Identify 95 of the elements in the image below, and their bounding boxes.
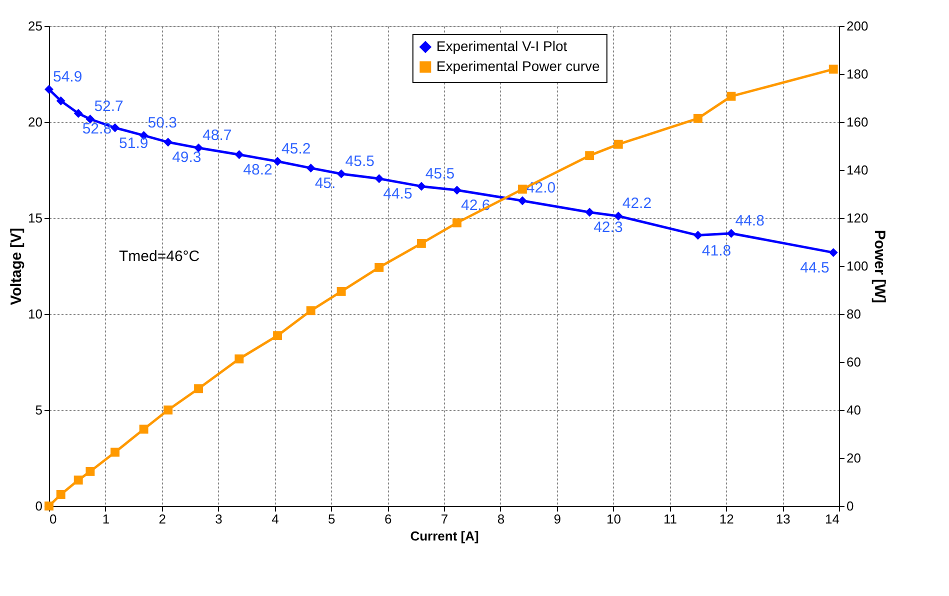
x-tick-label: 2 <box>158 512 166 526</box>
y2-tick-label: 60 <box>846 354 861 370</box>
point <box>110 448 120 457</box>
point <box>194 143 204 152</box>
point <box>74 108 83 118</box>
point <box>74 476 83 485</box>
point <box>585 151 594 160</box>
x-tick-label: 3 <box>215 512 222 526</box>
point <box>693 114 702 123</box>
point <box>726 228 736 238</box>
point <box>614 140 623 149</box>
annotation: 48.7 <box>202 126 232 144</box>
point <box>306 164 316 173</box>
y2-tick-label: 200 <box>846 18 868 34</box>
legend-label: Experimental Power curve <box>436 58 600 74</box>
annotation: 45. <box>314 175 336 192</box>
annotation: 45.2 <box>282 140 311 158</box>
annotation: 48.2 <box>243 162 272 179</box>
y2-tick-label: 40 <box>846 402 861 418</box>
x-tick-label: 10 <box>606 512 622 526</box>
y-tick-label: 10 <box>28 306 42 322</box>
y2-tick-label: 160 <box>846 114 868 130</box>
annotation: 44.8 <box>735 212 764 230</box>
annotation: 44.5 <box>383 186 412 203</box>
annotation: 42.2 <box>622 195 652 212</box>
point <box>614 212 623 221</box>
point <box>374 174 384 184</box>
point <box>585 208 594 217</box>
point <box>194 384 204 394</box>
y2-tick-label: 180 <box>846 66 868 82</box>
point <box>164 406 173 414</box>
point <box>306 306 316 316</box>
x-tick-label: 7 <box>440 512 448 526</box>
point <box>828 248 838 258</box>
x-tick-label: 11 <box>663 512 677 526</box>
point <box>374 262 384 272</box>
point <box>234 150 244 160</box>
y-tick-label: 15 <box>28 210 42 226</box>
y-axis-title: Voltage [V] <box>8 228 26 306</box>
point <box>828 64 838 74</box>
y-tick-label: 25 <box>28 18 42 34</box>
point <box>726 92 736 101</box>
point <box>86 466 95 476</box>
y2-tick-label: 0 <box>846 498 854 514</box>
y2-tick-label: 20 <box>846 450 861 466</box>
annotation: 51.9 <box>119 134 148 152</box>
y2-tick-label: 100 <box>846 258 868 274</box>
x-tick-label: 0 <box>50 512 57 526</box>
point <box>336 169 346 178</box>
y-tick-label: 5 <box>35 402 42 418</box>
x-tick-label: 1 <box>102 512 110 526</box>
point <box>452 186 462 195</box>
annotation: 44.5 <box>800 260 830 277</box>
annotation: Tmed=46°C <box>119 248 200 265</box>
x-tick-label: 4 <box>272 512 279 526</box>
point <box>416 182 426 191</box>
point <box>452 218 462 228</box>
x-tick-label: 5 <box>328 512 336 526</box>
legend-label: Experimental V-I Plot <box>436 38 568 54</box>
point <box>56 96 66 106</box>
point <box>518 196 527 206</box>
annotation: 41.8 <box>702 242 732 260</box>
y2-axis-title: Power [W] <box>871 230 888 304</box>
point <box>336 286 346 296</box>
annotation: 49.3 <box>172 149 202 166</box>
annotation: 42.3 <box>594 219 623 236</box>
point <box>518 184 527 194</box>
point <box>273 156 282 166</box>
annotation: 54.9 <box>53 68 82 86</box>
point <box>56 490 66 499</box>
point <box>234 354 244 364</box>
point <box>44 84 54 94</box>
x-tick-label: 8 <box>497 512 505 526</box>
y2-tick-label: 120 <box>846 210 868 226</box>
y-tick-label: 0 <box>35 498 42 514</box>
y2-tick-label: 80 <box>846 306 861 322</box>
annotation: 52.7 <box>94 98 124 116</box>
point <box>416 238 426 248</box>
point <box>164 138 173 147</box>
annotation: 45.5 <box>345 152 375 170</box>
x-tick-label: 14 <box>825 512 840 526</box>
x-tick-label: 13 <box>776 512 790 526</box>
point <box>110 123 120 132</box>
annotation: 50.3 <box>148 114 178 132</box>
y-tick-label: 20 <box>28 114 42 130</box>
x-tick-label: 12 <box>719 512 734 526</box>
x-tick-label: 9 <box>554 512 561 526</box>
x-axis-title: Current [A] <box>410 528 479 544</box>
point <box>139 424 148 434</box>
x-tick-label: 6 <box>384 512 392 526</box>
point <box>693 230 702 240</box>
point <box>273 331 282 340</box>
annotation: 45.5 <box>425 165 455 182</box>
annotation: 52.8 <box>82 120 112 138</box>
y2-tick-label: 140 <box>846 162 868 178</box>
